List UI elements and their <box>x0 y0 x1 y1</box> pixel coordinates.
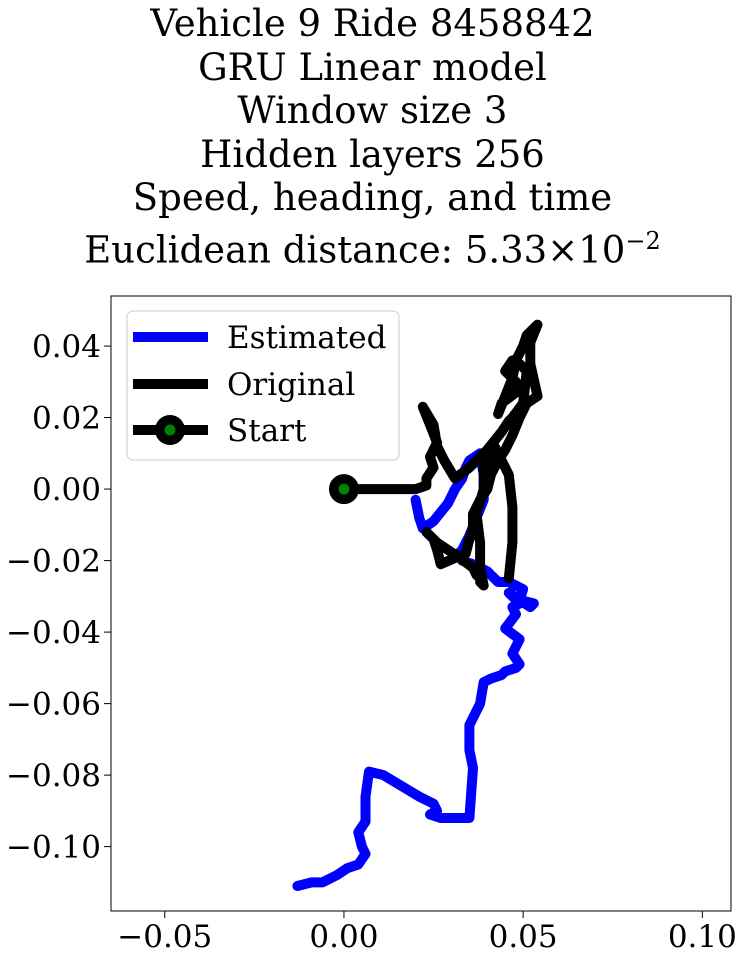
x-tick-label: 0.10 <box>668 919 737 955</box>
series-line-estimated <box>292 448 539 891</box>
series-line-original <box>338 319 543 591</box>
axes-frame <box>110 295 732 912</box>
distance-label: Euclidean distance: <box>84 227 465 271</box>
data-layer <box>292 319 543 891</box>
y-tick-label: −0.04 <box>6 615 101 651</box>
y-tick-label: −0.02 <box>6 544 101 580</box>
y-tick-label: 0.00 <box>32 472 101 508</box>
x-tick-label: 0.05 <box>489 919 558 955</box>
y-tick-label: −0.10 <box>6 830 101 866</box>
legend-box <box>126 310 400 461</box>
title-line-1: Vehicle 9 Ride 8458842 <box>150 2 595 45</box>
legend-label-start: Start <box>227 413 307 449</box>
chart-title: Vehicle 9 Ride 8458842 GRU Linear model … <box>0 2 745 271</box>
x-tick-label: 0.00 <box>309 919 378 955</box>
title-line-6: Euclidean distance: 5.33×10−2 <box>0 220 745 272</box>
title-line-2: GRU Linear model <box>198 45 547 89</box>
title-line-3: Window size 3 <box>237 89 508 132</box>
y-tick-label: −0.06 <box>6 687 101 723</box>
title-line-5: Speed, heading, and time <box>132 176 613 219</box>
distance-times: × <box>547 227 579 271</box>
distance-exponent: −2 <box>625 226 661 255</box>
distance-mantissa: 5.33 <box>464 227 548 271</box>
legend-label-estimated: Estimated <box>227 320 386 356</box>
title-line-4: Hidden layers 256 <box>200 132 545 176</box>
x-tick-label: −0.05 <box>117 919 212 955</box>
legend-marker-inner <box>164 424 176 436</box>
y-tick-label: 0.04 <box>32 329 101 365</box>
start-marker-inner <box>338 483 350 495</box>
legend-label-original: Original <box>227 367 355 403</box>
tick-layer: −0.05 0.00 0.05 0.10 0.04 0.02 0.00 −0.02 −0.04 −… <box>6 329 737 955</box>
distance-base: 10 <box>578 227 626 271</box>
y-tick-label: −0.08 <box>6 758 101 794</box>
legend: Estimated Original Start <box>126 310 400 461</box>
y-tick-label: 0.02 <box>32 401 101 437</box>
